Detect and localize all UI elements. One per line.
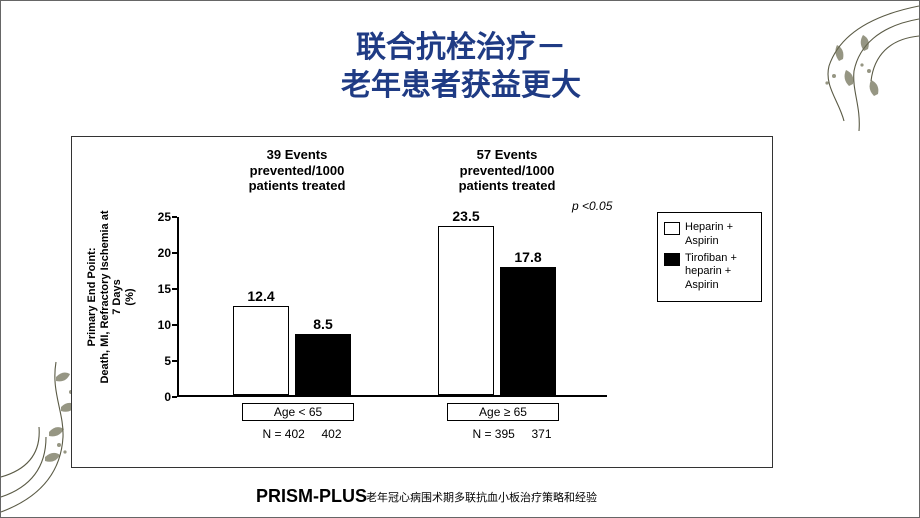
legend-swatch-heparin xyxy=(664,222,680,235)
annotation-group1: 39 Eventsprevented/1000patients treated xyxy=(232,147,362,194)
bar-value-label: 23.5 xyxy=(433,208,499,224)
legend: Heparin + Aspirin Tirofiban + heparin + … xyxy=(657,212,762,302)
bar xyxy=(500,267,556,395)
group-label-1: Age < 65 xyxy=(242,403,354,421)
title-line2: 老年患者获益更大 xyxy=(341,69,581,102)
ytick-mark xyxy=(172,216,177,218)
bar xyxy=(295,334,351,395)
slide: 联合抗栓治疗－ 老年患者获益更大 39 Eventsprevented/1000… xyxy=(0,0,920,518)
ytick-label: 10 xyxy=(143,318,171,332)
y-axis xyxy=(177,217,179,397)
p-value: p <0.05 xyxy=(572,199,612,213)
plot-area: 051015202512.48.523.517.8 xyxy=(177,217,607,397)
ytick-label: 25 xyxy=(143,210,171,224)
x-axis xyxy=(177,395,607,397)
bar xyxy=(438,226,494,395)
n-label-1: N = 402 402 xyxy=(202,427,402,441)
ytick-mark xyxy=(172,396,177,398)
legend-swatch-tirofiban xyxy=(664,253,680,266)
annotation-group2: 57 Eventsprevented/1000patients treated xyxy=(442,147,572,194)
ytick-label: 5 xyxy=(143,354,171,368)
ytick-mark xyxy=(172,252,177,254)
bar-value-label: 17.8 xyxy=(495,249,561,265)
title-line1: 联合抗栓治疗－ xyxy=(356,31,566,64)
ytick-label: 15 xyxy=(143,282,171,296)
legend-item-tirofiban: Tirofiban + heparin + Aspirin xyxy=(664,252,755,293)
ytick-label: 20 xyxy=(143,246,171,260)
bar-value-label: 8.5 xyxy=(290,316,356,332)
study-name: PRISM-PLUS xyxy=(256,486,367,507)
chart-container: 39 Eventsprevented/1000patients treated … xyxy=(71,136,773,468)
slide-title: 联合抗栓治疗－ 老年患者获益更大 xyxy=(1,29,920,104)
ytick-label: 0 xyxy=(143,390,171,404)
bar-value-label: 12.4 xyxy=(228,288,294,304)
bar xyxy=(233,306,289,395)
legend-item-heparin: Heparin + Aspirin xyxy=(664,221,755,249)
y-axis-label: Primary End Point:Death, MI, Refractory … xyxy=(86,207,146,387)
ytick-mark xyxy=(172,360,177,362)
footer-caption: 老年冠心病围术期多联抗血小板治疗策略和经验 xyxy=(366,489,597,505)
group-label-2: Age ≥ 65 xyxy=(447,403,559,421)
ytick-mark xyxy=(172,324,177,326)
n-label-2: N = 395 371 xyxy=(412,427,612,441)
ytick-mark xyxy=(172,288,177,290)
